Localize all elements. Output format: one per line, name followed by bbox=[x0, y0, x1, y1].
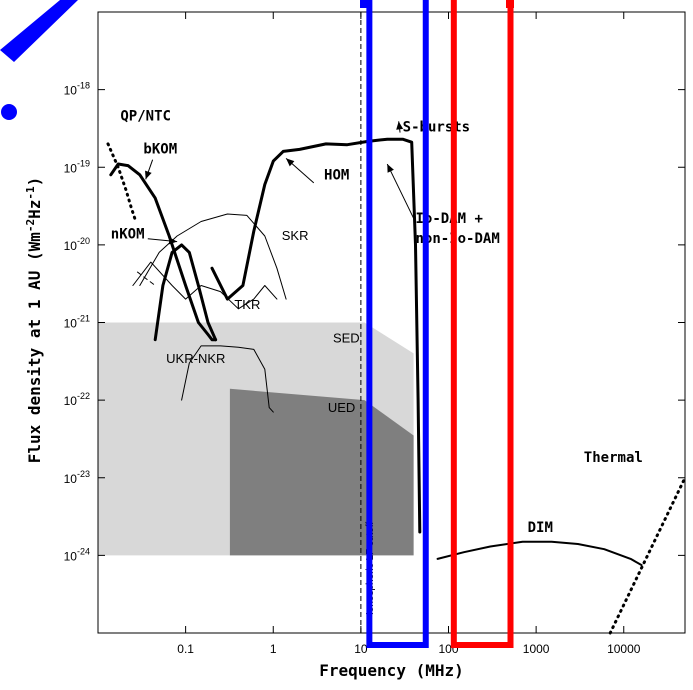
decoration-layer bbox=[0, 0, 78, 120]
series-ukr-nkr bbox=[181, 345, 274, 413]
blue-marker bbox=[360, 0, 368, 8]
x-axis-label: Frequency (MHz) bbox=[319, 661, 464, 680]
annotation-bkom: bKOM bbox=[143, 142, 177, 158]
y-tick-label: 10-23 bbox=[64, 469, 90, 486]
y-tick-label: 10-18 bbox=[64, 81, 90, 98]
annotation-skr: SKR bbox=[282, 228, 309, 243]
series-tkr bbox=[132, 261, 278, 310]
series-qp-ntc bbox=[106, 142, 138, 223]
y-axis-label: Flux density at 1 AU (Wm-2Hz-1) bbox=[24, 177, 44, 464]
x-tick-label: 0.1 bbox=[177, 642, 194, 656]
y-tick-label: 10-21 bbox=[64, 314, 90, 331]
annotation-non-io-dam: non-Io-DAM bbox=[415, 231, 499, 247]
annotation-tkr: TKR bbox=[234, 297, 260, 312]
decorative-blue-dot bbox=[1, 104, 17, 120]
annotation-io-dam: Io-DAM + bbox=[415, 211, 482, 227]
annotation-ukr-nkr: UKR-NKR bbox=[166, 351, 225, 366]
decorative-blue-stroke bbox=[0, 0, 78, 62]
arrow-head-1 bbox=[145, 170, 152, 180]
annotation-sed: SED bbox=[333, 331, 360, 346]
annotation-nkom: nKOM bbox=[111, 227, 145, 243]
series-nkom bbox=[153, 243, 218, 342]
highlight-box-1 bbox=[366, 0, 429, 648]
x-tick-label: 10 bbox=[354, 642, 368, 656]
arrow-layer bbox=[145, 121, 415, 245]
y-tick-label: 10-24 bbox=[64, 546, 90, 563]
tick-layer: 0.1 1 10 100 1000 1000010-1810-1910-2010-2110… bbox=[64, 12, 685, 656]
arrow-head-2 bbox=[168, 237, 178, 245]
annotation-dim: DIM bbox=[528, 520, 553, 536]
annotation-s-bursts: S-bursts bbox=[403, 119, 470, 135]
x-tick-label: 1000 bbox=[523, 642, 550, 656]
series-thermal bbox=[608, 476, 687, 635]
arrow-head-4 bbox=[387, 164, 394, 173]
axis-label-layer: Frequency (MHz) Flux density at 1 AU (Wm-… bbox=[24, 177, 464, 680]
y-tick-label: 10-20 bbox=[64, 236, 90, 253]
series-tkr-dash bbox=[136, 271, 156, 286]
series-bkom bbox=[109, 162, 218, 342]
annotation-thermal: Thermal bbox=[584, 450, 643, 466]
series-layer bbox=[106, 137, 687, 635]
annotation-hom: HOM bbox=[324, 167, 349, 183]
x-tick-label: 10000 bbox=[607, 642, 641, 656]
y-tick-label: 10-22 bbox=[64, 391, 90, 408]
annotation-ued: UED bbox=[328, 400, 355, 415]
annotation-layer: QP/NTC bKOM nKOM HOM S-bursts Io-DAM + non-Io-… bbox=[111, 109, 643, 536]
arrow-head-3 bbox=[396, 121, 404, 130]
series-skr bbox=[139, 213, 287, 300]
highlight-box-2 bbox=[450, 0, 514, 648]
x-tick-label: 1 bbox=[270, 642, 277, 656]
y-tick-label: 10-19 bbox=[64, 158, 90, 175]
highlight-layer bbox=[360, 0, 514, 648]
annotation-qp-ntc: QP/NTC bbox=[120, 109, 171, 125]
arrow-head-0 bbox=[286, 158, 295, 167]
arrow-line-4 bbox=[386, 163, 415, 219]
series-dim bbox=[436, 540, 643, 567]
red-marker bbox=[506, 0, 514, 8]
series-hom bbox=[210, 137, 422, 534]
region-layer bbox=[98, 322, 414, 556]
